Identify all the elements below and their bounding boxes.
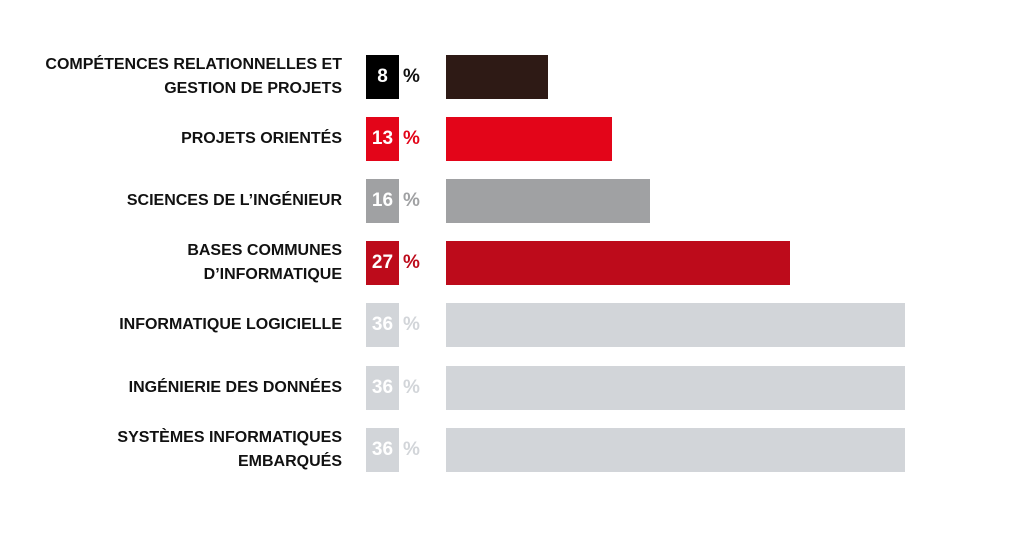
percent-label: %: [403, 66, 420, 87]
category-label-line: EMBARQUÉS: [237, 453, 342, 470]
percent-label: %: [403, 377, 420, 398]
percent-label: %: [403, 128, 420, 149]
percent-label: %: [403, 314, 420, 335]
percent-label: %: [403, 439, 420, 460]
category-label-line: BASES COMMUNES: [187, 242, 342, 259]
category-label-line: COMPÉTENCES RELATIONNELLES ET: [45, 56, 342, 73]
value-label: 16: [371, 190, 394, 211]
category-label-line: SYSTÈMES INFORMATIQUES: [117, 429, 342, 446]
category-label: INGÉNIERIE DES DONNÉES: [42, 376, 342, 400]
category-label-line: D’INFORMATIQUE: [203, 266, 342, 283]
percent-label: %: [403, 190, 420, 211]
value-label: 36: [371, 314, 394, 335]
bar: [446, 55, 548, 99]
bar: [446, 179, 650, 223]
value-box: [366, 179, 399, 223]
value-box: [366, 117, 399, 161]
bar: [446, 241, 790, 285]
bar: [446, 366, 905, 410]
value-box: [366, 366, 399, 410]
category-label: PROJETS ORIENTÉS: [42, 127, 342, 151]
category-label-line: INGÉNIERIE DES DONNÉES: [128, 379, 342, 396]
category-label-line: GESTION DE PROJETS: [164, 80, 342, 97]
value-label: 13: [371, 128, 394, 149]
category-label: COMPÉTENCES RELATIONNELLES ET GESTION DE …: [42, 53, 342, 101]
value-label: 36: [371, 439, 394, 460]
bar: [446, 303, 905, 347]
category-label: BASES COMMUNES D’INFORMATIQUE: [42, 239, 342, 287]
category-label: SCIENCES DE L’INGÉNIEUR: [42, 189, 342, 213]
value-label: 36: [371, 377, 394, 398]
category-label-line: PROJETS ORIENTÉS: [181, 130, 342, 147]
value-label: 27: [371, 252, 394, 273]
value-box: [366, 303, 399, 347]
value-box: [366, 428, 399, 472]
bar: [446, 428, 905, 472]
category-label-line: INFORMATIQUE LOGICIELLE: [119, 316, 342, 333]
percent-label: %: [403, 252, 420, 273]
category-label-line: SCIENCES DE L’INGÉNIEUR: [126, 192, 342, 209]
value-box: [366, 241, 399, 285]
category-label: INFORMATIQUE LOGICIELLE: [42, 313, 342, 337]
category-label: SYSTÈMES INFORMATIQUES EMBARQUÉS: [42, 426, 342, 474]
bar: [446, 117, 612, 161]
value-box: [366, 55, 399, 99]
value-label: 8: [377, 66, 388, 87]
